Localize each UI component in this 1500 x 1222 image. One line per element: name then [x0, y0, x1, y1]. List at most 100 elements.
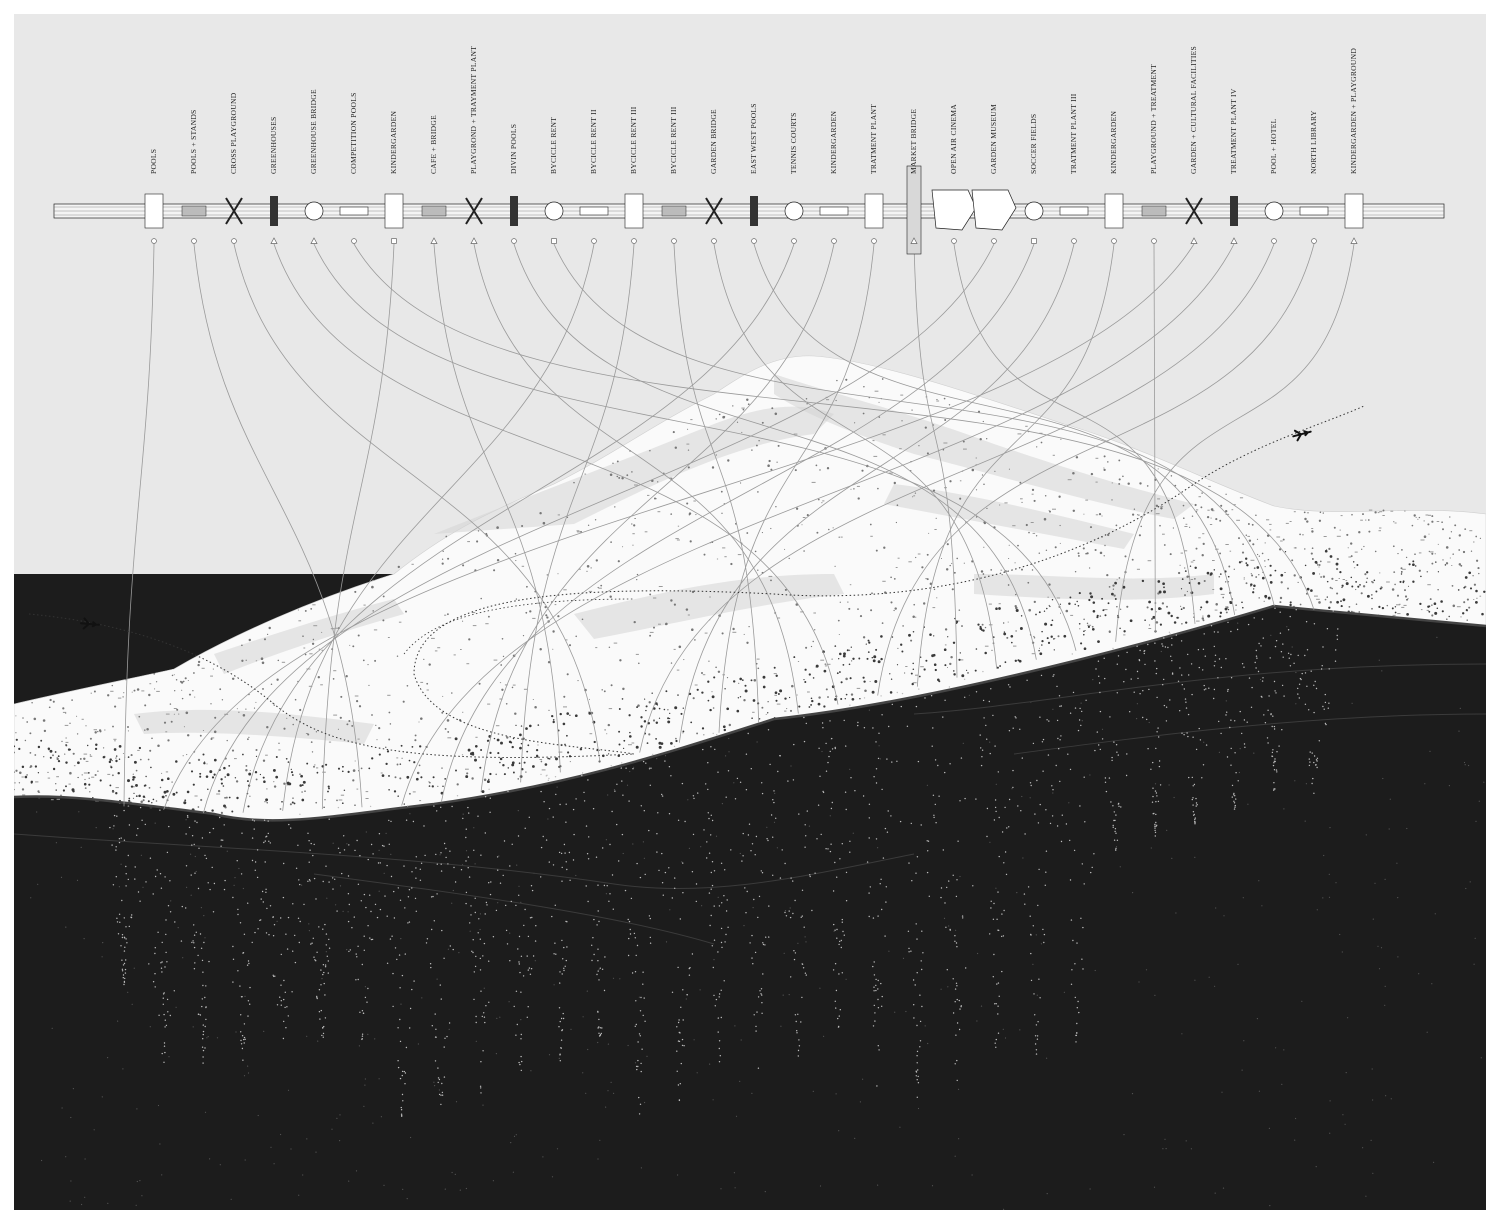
program-building [144, 193, 164, 229]
program-building [864, 193, 884, 229]
program-building [624, 193, 644, 229]
flight-path-west [28, 405, 1365, 758]
program-building [1264, 201, 1284, 221]
program-marker-triangle [1190, 237, 1198, 244]
program-label-text: DIVIN POOLS [509, 123, 518, 174]
program-label-text: CROSS PLAYGROUND [229, 92, 238, 174]
program-label-text: TREATMENT PLANT IV [1229, 88, 1238, 174]
program-building [1299, 206, 1329, 216]
program-marker-circle [1111, 238, 1117, 244]
program-marker-circle [1311, 238, 1317, 244]
program-label-text: POOLS + STANDS [189, 109, 198, 174]
sea-texture [14, 622, 1486, 1210]
program-label-text: PLAYGROND + TRAYMENT PLANT [469, 45, 478, 174]
program-marker-triangle [910, 237, 918, 244]
program-marker-circle [1071, 238, 1077, 244]
program-building [906, 165, 922, 255]
program-label-text: MARKET BRIDGE [909, 108, 918, 174]
program-marker-triangle [270, 237, 278, 244]
program-label-text: CAFE + BRIDGE [429, 115, 438, 174]
program-marker-circle [151, 238, 157, 244]
program-label-text: EAST WEST POOLS [749, 103, 758, 174]
program-building [1141, 205, 1167, 217]
program-building [1230, 196, 1238, 226]
program-marker-circle [871, 238, 877, 244]
program-link-curves [123, 243, 1355, 814]
program-label-text: GREENHOUSES [269, 116, 278, 174]
program-label-text: OPEN AIR CINEMA [949, 104, 958, 174]
program-marker-square [391, 238, 397, 244]
program-label-text: SOCCER FIELDS [1029, 113, 1038, 174]
program-building [971, 189, 1017, 231]
airplane-icon [80, 617, 100, 630]
program-building [750, 196, 758, 226]
program-marker-circle [751, 238, 757, 244]
program-label-text: POOL + HOTEL [1269, 118, 1278, 174]
program-label-text: KINDERGARDEN + PLAYGROUND [1349, 47, 1358, 174]
program-label-text: POOLS [149, 148, 158, 174]
program-building [819, 206, 849, 216]
program-building [1344, 193, 1364, 229]
program-marker-circle [1271, 238, 1277, 244]
program-label-text: TENNIS COURTS [789, 112, 798, 174]
program-label-text: BYCICLE RENT III [669, 106, 678, 174]
program-marker-circle [511, 238, 517, 244]
program-strip [53, 165, 1445, 255]
program-marker-triangle [1230, 237, 1238, 244]
program-label-text: BYCICLE RENT II [589, 109, 598, 174]
program-label-text: TRATMENT PLANT [869, 103, 878, 174]
program-building [784, 201, 804, 221]
program-label-text: KINDERGARDEN [389, 110, 398, 174]
site-drawing [14, 165, 1486, 1210]
program-label-text: KINDERGARDEN [829, 110, 838, 174]
program-marker-circle [831, 238, 837, 244]
program-building [1024, 201, 1044, 221]
program-building [465, 197, 483, 225]
program-marker-circle [951, 238, 957, 244]
program-building [225, 197, 243, 225]
program-marker-circle [631, 238, 637, 244]
program-marker-circle [351, 238, 357, 244]
program-label-text: KINDERGARDEN [1109, 110, 1118, 174]
program-label-text: COMPETITION POOLS [349, 92, 358, 174]
program-marker-circle [591, 238, 597, 244]
program-building [1185, 197, 1203, 225]
program-marker-triangle [430, 237, 438, 244]
program-building [544, 201, 564, 221]
airplane-icon [1292, 429, 1312, 442]
program-building [661, 205, 687, 217]
program-label-text: BYCICLE RENT III [629, 106, 638, 174]
program-building [579, 206, 609, 216]
program-building [270, 196, 278, 226]
program-label-text: GARDEN + CULTURAL FACILITIES [1189, 46, 1198, 174]
program-marker-square [1031, 238, 1037, 244]
program-building [304, 201, 324, 221]
program-marker-circle [671, 238, 677, 244]
program-building [1059, 206, 1089, 216]
program-label-text: GREENHOUSE BRIDGE [309, 89, 318, 174]
program-building [1104, 193, 1124, 229]
program-building [384, 193, 404, 229]
drawing-sheet: POOLS POOLS + STANDS CROSS PLAYGROUND GREEN… [14, 14, 1486, 1210]
program-markers [151, 237, 1358, 244]
program-marker-triangle [310, 237, 318, 244]
coastline [14, 604, 1486, 822]
program-marker-triangle [1350, 237, 1358, 244]
program-marker-circle [1151, 238, 1157, 244]
program-marker-circle [191, 238, 197, 244]
program-marker-circle [711, 238, 717, 244]
program-building [421, 205, 447, 217]
program-marker-circle [231, 238, 237, 244]
program-marker-circle [791, 238, 797, 244]
program-building [510, 196, 518, 226]
program-building [931, 189, 977, 231]
program-building [705, 197, 723, 225]
program-building [181, 205, 207, 217]
program-label-text: GARDEN BRIDGE [709, 109, 718, 174]
program-label-text: NORTH LIBRARY [1309, 110, 1318, 174]
program-label-text: GARDEN MUSEUM [989, 104, 998, 174]
program-marker-circle [991, 238, 997, 244]
program-label-text: TRATMENT PLANT III [1069, 93, 1078, 174]
program-marker-square [551, 238, 557, 244]
program-building [339, 206, 369, 216]
